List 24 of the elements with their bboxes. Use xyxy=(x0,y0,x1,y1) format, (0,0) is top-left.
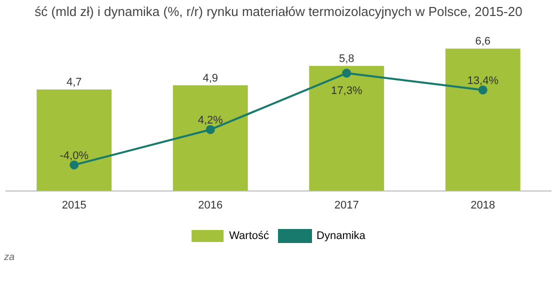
legend-label: Dynamika xyxy=(316,230,366,242)
data-label: 6,6 xyxy=(475,36,491,48)
data-label: 4,9 xyxy=(202,72,218,84)
x-tick-label: 2018 xyxy=(470,199,496,212)
data-label: 4,2% xyxy=(198,114,224,127)
text: za xyxy=(4,252,15,263)
x-tick-label: 2017 xyxy=(334,199,359,212)
x-tick-label: 2016 xyxy=(198,199,223,212)
bar xyxy=(172,85,248,191)
point xyxy=(70,160,79,170)
data-label: 4,7 xyxy=(66,76,82,89)
bar xyxy=(309,66,384,191)
point xyxy=(342,68,352,78)
data-label: 13,4% xyxy=(467,75,499,88)
data-label: 17,3% xyxy=(331,85,362,98)
chart-title: ść (mld zł) i dynamika (%, r/r) rynku materiałów termoizolacyjnych w Polsce, 2015-20 xyxy=(34,4,524,19)
point xyxy=(206,125,215,134)
legend-label: Wartość xyxy=(229,230,270,242)
data-label: -4,0% xyxy=(60,150,89,162)
bar xyxy=(445,48,520,191)
bar xyxy=(36,90,112,191)
point xyxy=(478,85,488,94)
data-label: 5,8 xyxy=(338,52,354,65)
x-tick-label: 2015 xyxy=(62,199,86,212)
